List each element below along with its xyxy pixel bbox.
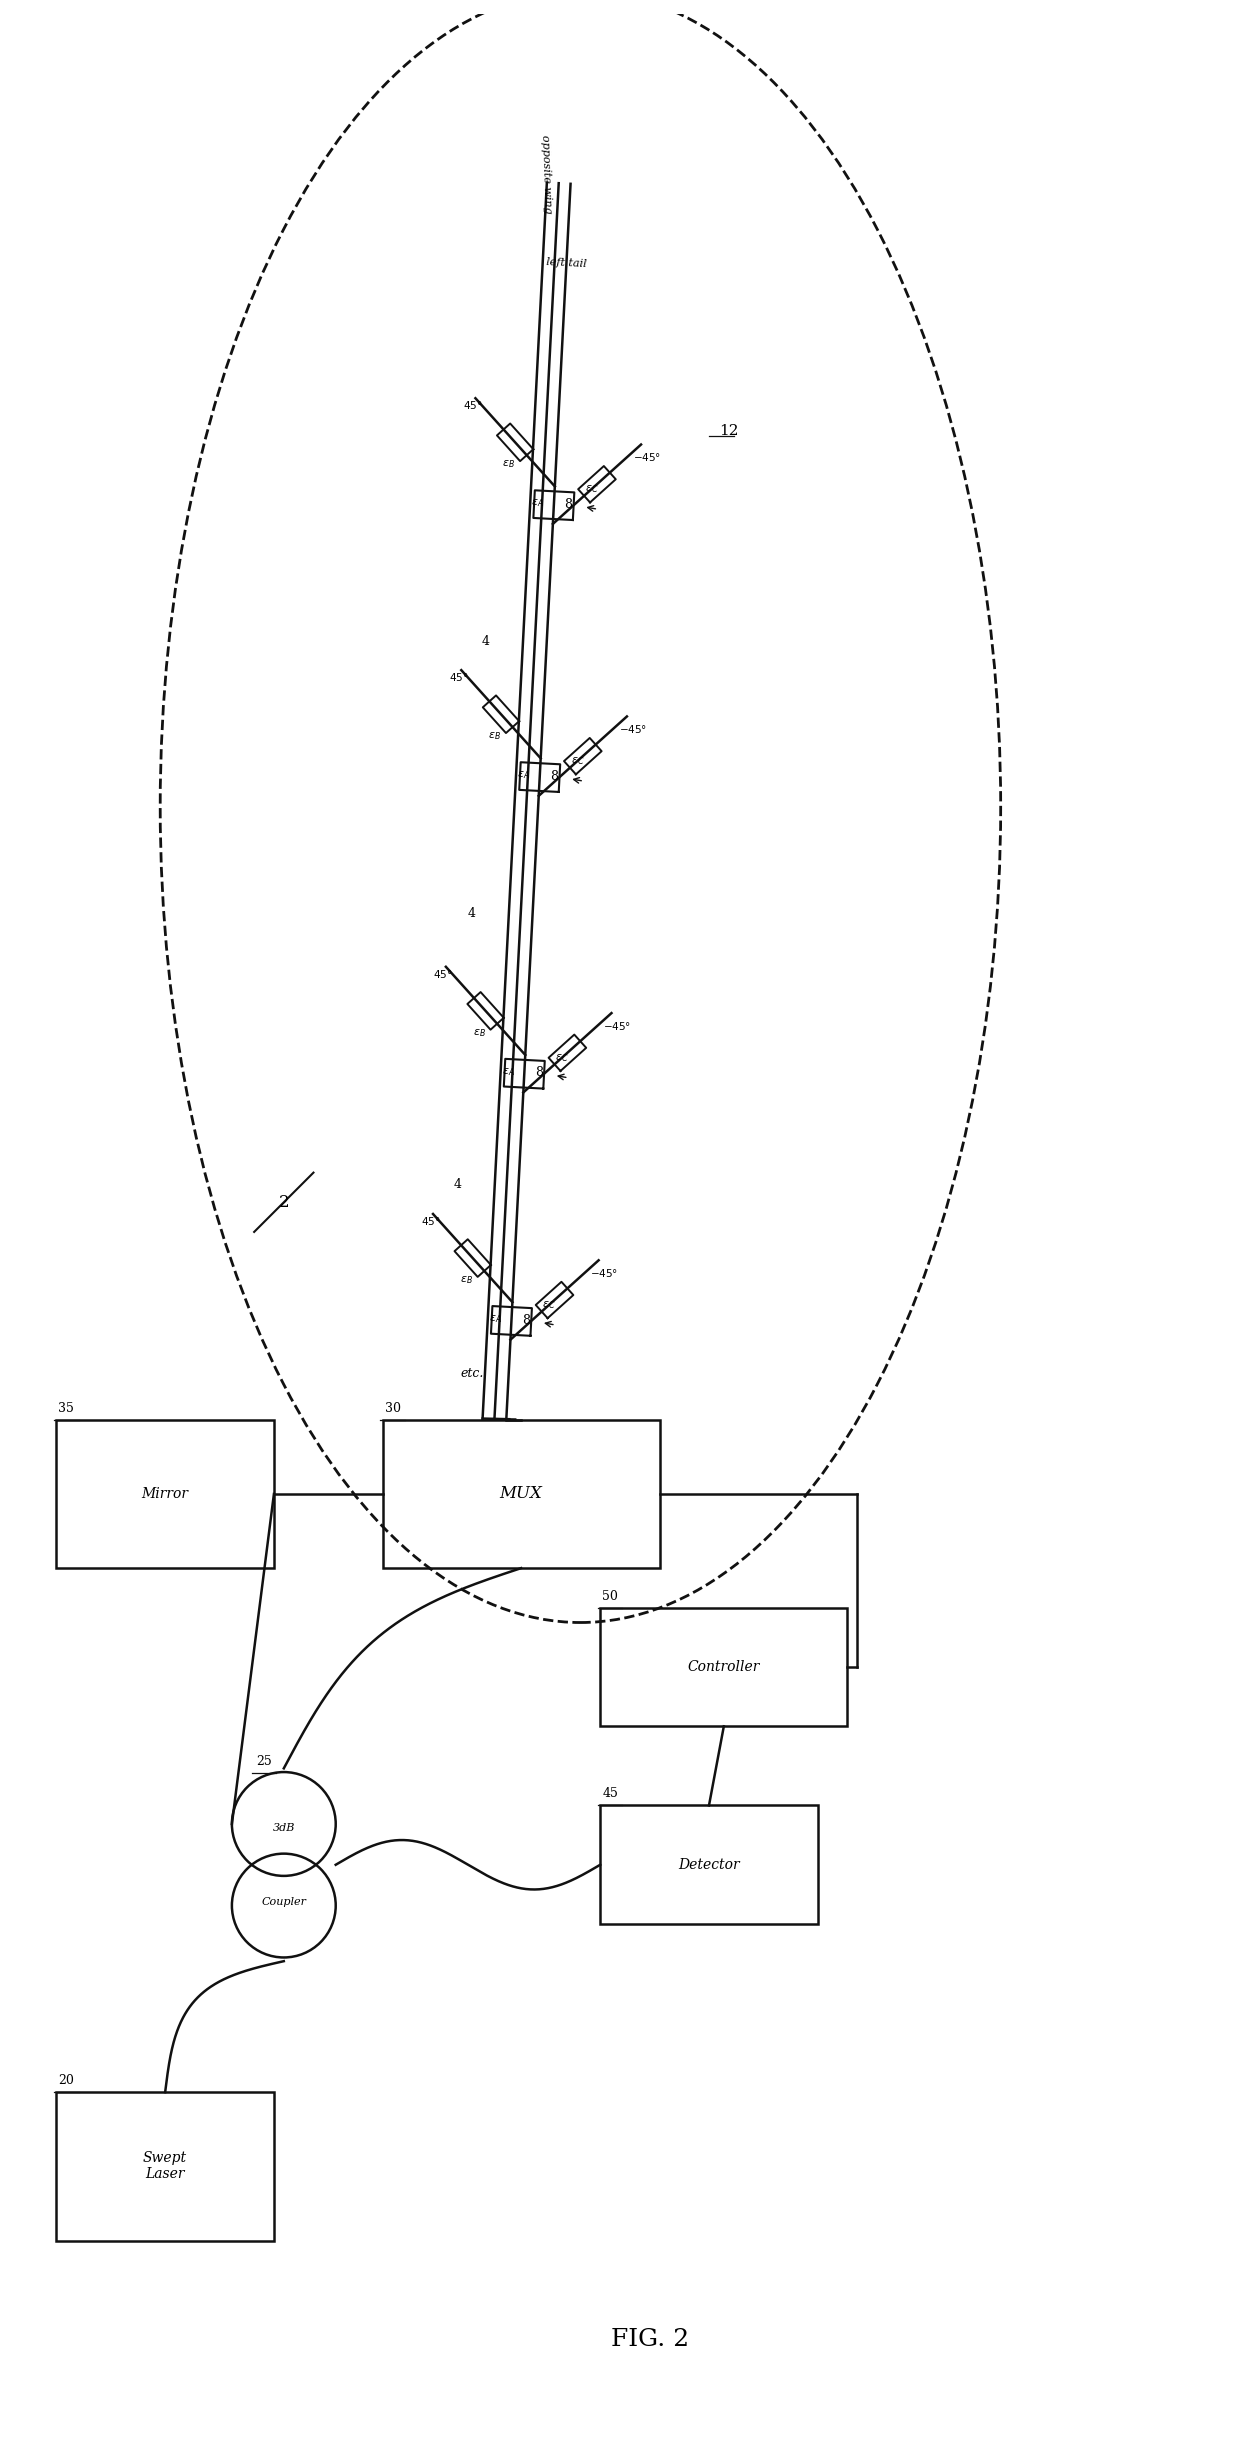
Text: 35: 35 — [58, 1403, 74, 1415]
Text: 8: 8 — [534, 1067, 543, 1079]
Text: $\varepsilon_C$: $\varepsilon_C$ — [585, 483, 598, 495]
Text: $\varepsilon_A$: $\varepsilon_A$ — [517, 770, 529, 782]
Text: 50: 50 — [603, 1589, 618, 1604]
Text: $\varepsilon_C$: $\varepsilon_C$ — [556, 1052, 569, 1064]
Text: 30: 30 — [384, 1403, 401, 1415]
Bar — [383, 1420, 660, 1569]
Text: opposite wing: opposite wing — [539, 135, 553, 213]
Text: etc.: etc. — [461, 1368, 485, 1380]
Text: $\varepsilon_A$: $\varepsilon_A$ — [531, 498, 544, 510]
Text: left tail: left tail — [546, 257, 587, 270]
Bar — [56, 2092, 274, 2241]
Text: Mirror: Mirror — [141, 1486, 188, 1501]
Text: $\varepsilon_B$: $\varepsilon_B$ — [460, 1275, 472, 1285]
Text: $\varepsilon_C$: $\varepsilon_C$ — [570, 755, 584, 767]
Text: $\varepsilon_B$: $\varepsilon_B$ — [502, 459, 515, 471]
Text: $\varepsilon_A$: $\varepsilon_A$ — [502, 1067, 515, 1079]
Text: $-45°$: $-45°$ — [590, 1268, 619, 1280]
Text: 3dB: 3dB — [273, 1822, 295, 1832]
Text: 4: 4 — [454, 1179, 461, 1192]
Text: Controller: Controller — [688, 1660, 760, 1675]
Text: $-45°$: $-45°$ — [619, 723, 647, 736]
Text: $45°$: $45°$ — [463, 400, 482, 412]
Text: 8: 8 — [564, 498, 573, 510]
Text: $45°$: $45°$ — [449, 672, 469, 684]
Text: $\varepsilon_B$: $\varepsilon_B$ — [472, 1027, 486, 1040]
Text: Swept
Laser: Swept Laser — [143, 2150, 187, 2182]
Text: $45°$: $45°$ — [434, 969, 453, 981]
Text: Detector: Detector — [678, 1859, 740, 1871]
Text: 20: 20 — [58, 2074, 74, 2087]
Text: Coupler: Coupler — [262, 1898, 306, 1908]
Text: 4: 4 — [467, 907, 475, 920]
Text: 8: 8 — [522, 1314, 531, 1327]
Text: MUX: MUX — [500, 1486, 543, 1503]
Text: FIG. 2: FIG. 2 — [610, 2327, 688, 2351]
Bar — [600, 1805, 817, 1925]
Text: $-45°$: $-45°$ — [632, 451, 661, 463]
Text: 2: 2 — [279, 1194, 289, 1211]
Text: $\varepsilon_B$: $\varepsilon_B$ — [489, 731, 501, 743]
Bar — [600, 1609, 847, 1726]
Text: $45°$: $45°$ — [420, 1216, 440, 1226]
Text: 25: 25 — [257, 1756, 272, 1768]
Text: $\varepsilon_C$: $\varepsilon_C$ — [542, 1300, 556, 1312]
Text: 12: 12 — [719, 424, 738, 439]
Bar — [56, 1420, 274, 1569]
Text: 8: 8 — [551, 770, 558, 782]
Text: 45: 45 — [603, 1788, 618, 1800]
Text: 4: 4 — [481, 635, 490, 647]
Text: $\varepsilon_A$: $\varepsilon_A$ — [489, 1314, 501, 1324]
Text: $-45°$: $-45°$ — [603, 1020, 631, 1032]
